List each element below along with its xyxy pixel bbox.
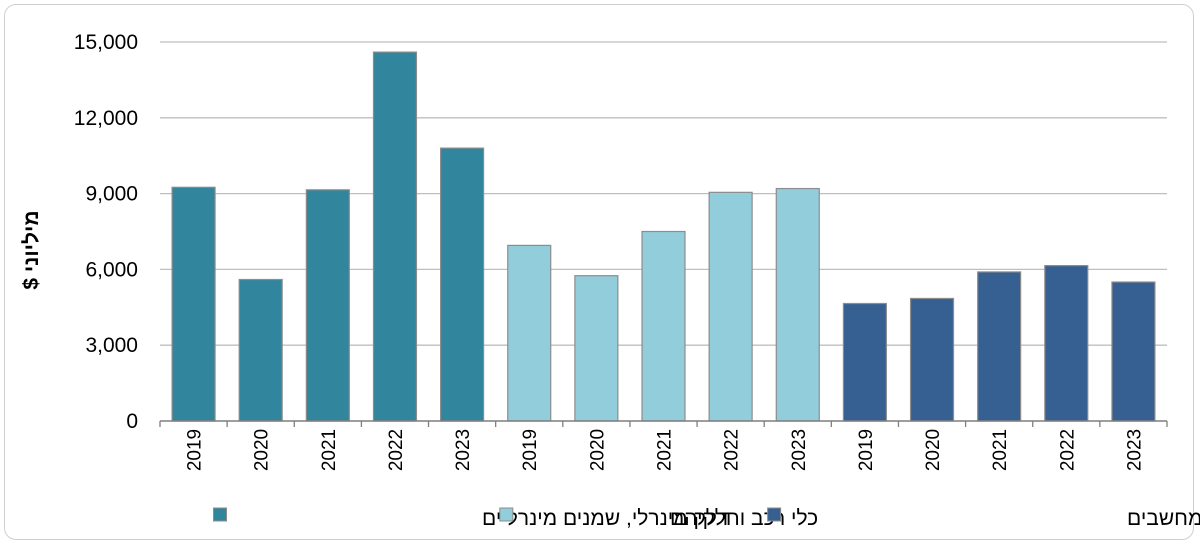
x-tick-label: 2021: [319, 429, 340, 471]
legend-entry: מכונות ומכשירים מכניים וציוד מחשבים: [767, 507, 1200, 530]
y-tick-label: 15,000: [74, 31, 138, 54]
legend-swatch: [767, 507, 782, 522]
axes: [159, 420, 1168, 427]
bar: [372, 51, 418, 422]
y-tick-label: 3,000: [85, 334, 138, 357]
x-tick-label: 2022: [722, 429, 743, 471]
bar: [1111, 281, 1156, 422]
legend-swatch: [213, 507, 228, 522]
legend-entry: דלק מינרלי, שמנים מינרליים: [213, 507, 729, 530]
bar: [775, 187, 820, 422]
x-tick-label: 2019: [520, 429, 541, 471]
legend-swatch: [499, 507, 514, 522]
legend-entry: כלי רכב וחלקיהם: [499, 507, 818, 530]
legend-label: מכונות ומכשירים מכניים וציוד מחשבים: [1127, 507, 1200, 530]
x-tick-label: 2020: [587, 429, 608, 471]
x-tick-label: 2023: [1124, 429, 1145, 471]
bar: [977, 271, 1022, 422]
x-tick-label: 2022: [386, 429, 407, 471]
x-tick-label: 2023: [453, 429, 474, 471]
x-tick-labels: 2019 2020 2021 2022 2023 2019 2020 2021 2022 2023…: [185, 429, 1146, 471]
x-tick-label: 2023: [789, 429, 810, 471]
bar: [641, 230, 686, 422]
legend-label: דלק מינרלי, שמנים מינרליים: [482, 507, 729, 530]
x-tick-label: 2019: [185, 429, 206, 471]
bar: [574, 275, 619, 422]
y-tick-labels: 0 3,000 6,000 9,000 12,000 15,000: [74, 31, 138, 433]
y-tick-label: 0: [126, 410, 138, 433]
x-tick-label: 2019: [856, 429, 877, 471]
bar: [440, 147, 485, 422]
legend-label: כלי רכב וחלקיהם: [670, 507, 818, 530]
bar: [171, 186, 216, 422]
bar: [238, 278, 283, 422]
bars: [171, 51, 1156, 422]
bar: [708, 191, 753, 422]
x-tick-label: 2021: [990, 429, 1011, 471]
bar: [842, 302, 887, 422]
bar: [1044, 265, 1089, 422]
bar: [909, 297, 955, 422]
bar: [305, 189, 350, 422]
x-tick-label: 2020: [923, 429, 944, 471]
x-tick-label: 2021: [655, 429, 676, 471]
x-tick-label: 2020: [252, 429, 273, 471]
y-tick-label: 9,000: [85, 183, 138, 206]
y-tick-label: 12,000: [74, 107, 138, 130]
bar: [507, 244, 552, 422]
y-tick-label: 6,000: [85, 258, 138, 281]
y-axis-label: מיליוני $: [20, 210, 43, 289]
x-tick-label: 2022: [1057, 429, 1078, 471]
